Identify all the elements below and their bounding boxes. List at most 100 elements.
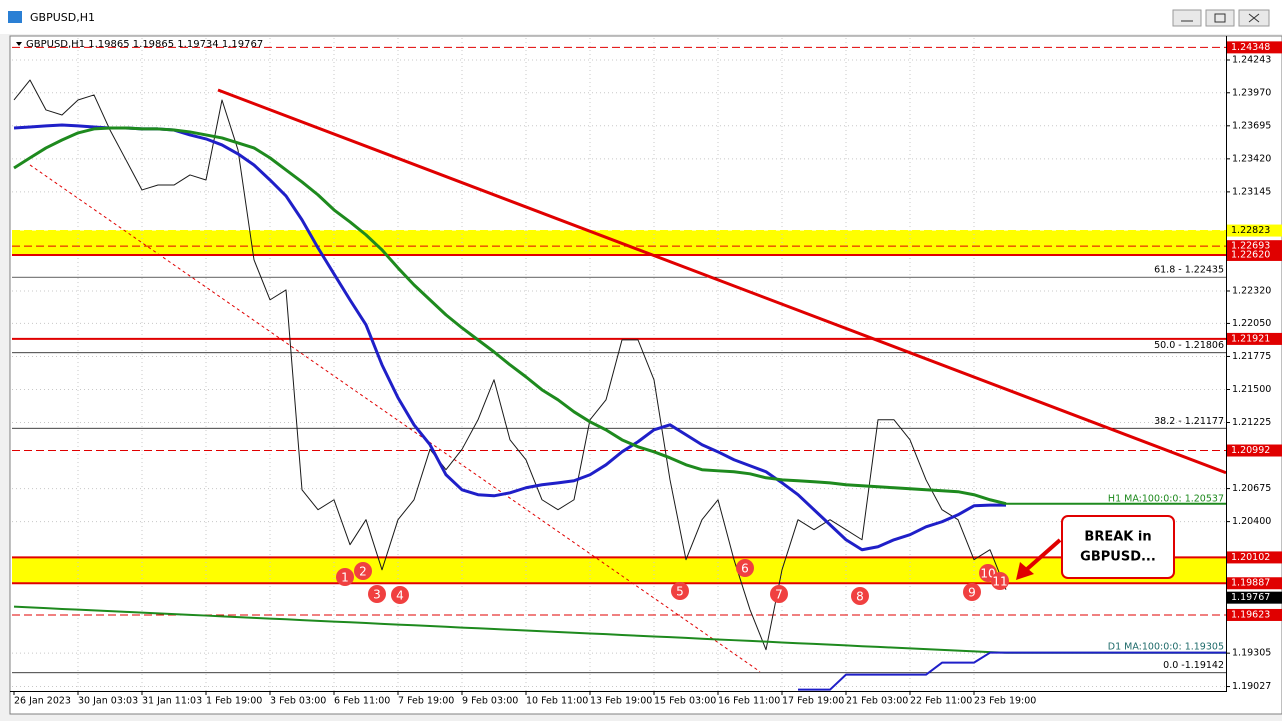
trendline — [217, 88, 1226, 475]
level-price-label: 1.19887 — [1231, 578, 1270, 589]
x-tick-label: 13 Feb 19:00 — [590, 696, 652, 707]
y-tick-label: 1.24243 — [1232, 54, 1271, 65]
x-tick-label: 21 Feb 03:00 — [846, 696, 908, 707]
app-icon — [8, 11, 22, 23]
touch-label: 5 — [676, 585, 684, 599]
level-price-label: 1.22620 — [1231, 249, 1270, 260]
touch-label: 10 — [980, 567, 995, 581]
callout-text: GBPUSD... — [1080, 550, 1156, 565]
header-arrow — [16, 42, 22, 46]
title-bar — [0, 0, 1282, 34]
ma-label: D1 MA:100:0:0: 1.19305 — [1108, 642, 1224, 653]
level-price-label: 1.20102 — [1231, 552, 1270, 563]
touch-label: 3 — [373, 588, 381, 602]
x-tick-label: 3 Feb 03:00 — [270, 696, 326, 707]
touch-marker — [354, 562, 372, 580]
level-price-box — [1227, 224, 1282, 237]
level-price-label: 1.22823 — [1231, 225, 1270, 236]
y-tick-label: 1.22050 — [1232, 318, 1271, 329]
close-icon — [1248, 13, 1260, 23]
level-price-label: 1.22693 — [1231, 241, 1270, 252]
y-tick-label: 1.20675 — [1232, 483, 1271, 494]
y-tick-label: 1.19027 — [1232, 681, 1271, 692]
series-line — [13, 605, 1007, 654]
touch-marker — [991, 572, 1009, 590]
series-line — [798, 651, 1006, 691]
window-title: GBPUSD,H1 — [30, 11, 95, 24]
series-line — [13, 79, 1007, 651]
plot: 61.8 - 1.22435 50.0 - 1.21806 38.2 - 1.211… — [12, 38, 1226, 691]
touch-label: 2 — [359, 565, 367, 579]
ma-label: H1 MA:100:0:0: 1.20537 — [1108, 494, 1224, 505]
fib-label: 0.0 -1.19142 — [1163, 660, 1224, 671]
touch-label: 6 — [741, 562, 749, 576]
x-tick-label: 22 Feb 11:00 — [910, 696, 972, 707]
y-tick-label: 1.21500 — [1232, 384, 1271, 395]
level-price-label: 1.20992 — [1231, 445, 1270, 456]
level-price-box — [1227, 608, 1282, 621]
touch-label: 9 — [968, 586, 976, 600]
y-tick-label: 1.21225 — [1232, 417, 1271, 428]
callout-box — [1061, 515, 1175, 579]
level-price-box — [1227, 591, 1282, 604]
y-tick-label: 1.23970 — [1232, 87, 1271, 98]
level-price-box — [1227, 577, 1282, 590]
touch-marker — [770, 585, 788, 603]
x-tick-label: 16 Feb 11:00 — [718, 696, 780, 707]
x-tick-label: 15 Feb 03:00 — [654, 696, 716, 707]
callout-arrow — [1024, 538, 1062, 572]
x-tick-label: 26 Jan 2023 — [14, 696, 71, 707]
level-price-label: 1.19767 — [1231, 592, 1270, 603]
maximize-icon — [1214, 13, 1226, 23]
y-tick-label: 1.23420 — [1232, 153, 1271, 164]
touch-marker — [336, 568, 354, 586]
level-price-label: 1.21921 — [1231, 333, 1270, 344]
y-tick-label: 1.20400 — [1232, 516, 1271, 527]
trendline — [29, 164, 761, 673]
callout-arrowhead — [1016, 562, 1034, 580]
chart-area — [9, 35, 1282, 715]
callout-text: BREAK in — [1084, 530, 1151, 545]
fib-label: 38.2 - 1.21177 — [1154, 416, 1224, 427]
touch-label: 7 — [775, 588, 783, 602]
x-tick-label: 23 Feb 19:00 — [974, 696, 1036, 707]
level-price-box — [1227, 248, 1282, 261]
y-tick-label: 1.19305 — [1232, 648, 1271, 659]
touch-label: 8 — [856, 590, 864, 604]
x-tick-label: 6 Feb 11:00 — [334, 696, 390, 707]
x-tick-label: 17 Feb 19:00 — [782, 696, 844, 707]
touch-label: 11 — [992, 575, 1007, 589]
touch-marker — [963, 583, 981, 601]
level-price-box — [1227, 551, 1282, 564]
y-tick-label: 1.22320 — [1232, 285, 1271, 296]
x-tick-label: 31 Jan 11:03 — [142, 696, 202, 707]
level-price-box — [1227, 444, 1282, 457]
x-tick-label: 30 Jan 03:03 — [78, 696, 138, 707]
touch-label: 4 — [396, 589, 404, 603]
x-tick-label: 10 Feb 11:00 — [526, 696, 588, 707]
fib-label: 61.8 - 1.22435 — [1154, 265, 1224, 276]
touch-label: 1 — [341, 571, 349, 585]
level-price-label: 1.24348 — [1231, 42, 1270, 53]
x-tick-label: 7 Feb 19:00 — [398, 696, 454, 707]
y-tick-label: 1.21775 — [1232, 351, 1271, 362]
touch-marker — [851, 587, 869, 605]
level-price-box — [1227, 41, 1282, 54]
window-buttons[interactable] — [1172, 9, 1270, 27]
x-tick-label: 9 Feb 03:00 — [462, 696, 518, 707]
x-tick-label: 1 Feb 19:00 — [206, 696, 262, 707]
chart-header: GBPUSD,H1 1.19865 1.19865 1.19734 1.1976… — [26, 39, 263, 50]
minimize-button[interactable] — [1172, 9, 1202, 27]
maximize-button[interactable] — [1205, 9, 1235, 27]
fib-label: 50.0 - 1.21806 — [1154, 340, 1224, 351]
zone-band — [12, 557, 1226, 584]
touch-marker — [736, 559, 754, 577]
level-price-label: 1.19623 — [1231, 609, 1270, 620]
series-line — [13, 126, 1007, 506]
touch-marker — [368, 585, 386, 603]
level-price-box — [1227, 332, 1282, 345]
touch-marker — [391, 586, 409, 604]
y-tick-label: 1.23695 — [1232, 120, 1271, 131]
touch-marker — [671, 582, 689, 600]
